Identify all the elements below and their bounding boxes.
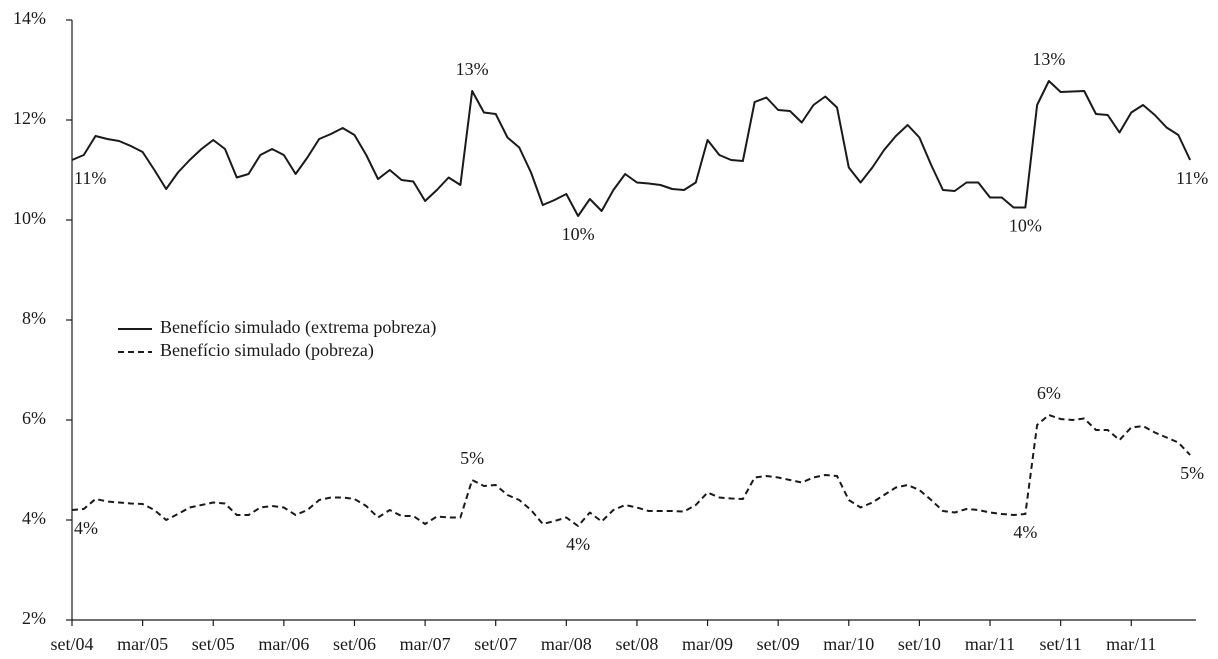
x-tick-label: mar/11 (965, 634, 1015, 654)
data-label: 13% (1032, 49, 1065, 69)
x-tick-label: mar/10 (823, 634, 874, 654)
x-tick-label: set/10 (898, 634, 941, 654)
y-tick-label: 4% (22, 508, 46, 528)
x-tick-label: mar/11 (1106, 634, 1156, 654)
data-label: 5% (1180, 463, 1204, 483)
data-label: 10% (562, 224, 595, 244)
data-label: 11% (1176, 168, 1208, 188)
data-label: 11% (74, 168, 106, 188)
y-tick-label: 6% (22, 408, 46, 428)
legend-label: Benefício simulado (pobreza) (160, 340, 374, 361)
y-tick-label: 12% (13, 108, 46, 128)
legend-label: Benefício simulado (extrema pobreza) (160, 317, 436, 338)
data-label: 10% (1009, 216, 1042, 236)
series-line (71, 414, 1191, 527)
y-tick-label: 2% (22, 608, 46, 628)
x-tick-label: set/11 (1039, 634, 1081, 654)
data-label: 13% (456, 59, 489, 79)
x-tick-label: set/08 (615, 634, 658, 654)
x-tick-label: mar/05 (117, 634, 168, 654)
data-label: 5% (460, 448, 484, 468)
x-tick-label: mar/08 (541, 634, 592, 654)
data-label: 6% (1037, 383, 1061, 403)
data-label: 4% (1013, 522, 1037, 542)
x-tick-label: mar/06 (258, 634, 309, 654)
data-label: 4% (74, 518, 98, 538)
y-tick-label: 14% (13, 8, 46, 28)
x-tick-label: mar/07 (400, 634, 451, 654)
series-line (71, 80, 1192, 217)
x-tick-label: mar/09 (682, 634, 733, 654)
x-tick-label: set/07 (474, 634, 517, 654)
x-tick-label: set/09 (757, 634, 800, 654)
x-tick-label: set/04 (51, 634, 94, 654)
x-tick-label: set/06 (333, 634, 376, 654)
y-tick-label: 8% (22, 308, 46, 328)
data-label: 4% (566, 534, 590, 554)
y-tick-label: 10% (13, 208, 46, 228)
x-tick-label: set/05 (192, 634, 235, 654)
